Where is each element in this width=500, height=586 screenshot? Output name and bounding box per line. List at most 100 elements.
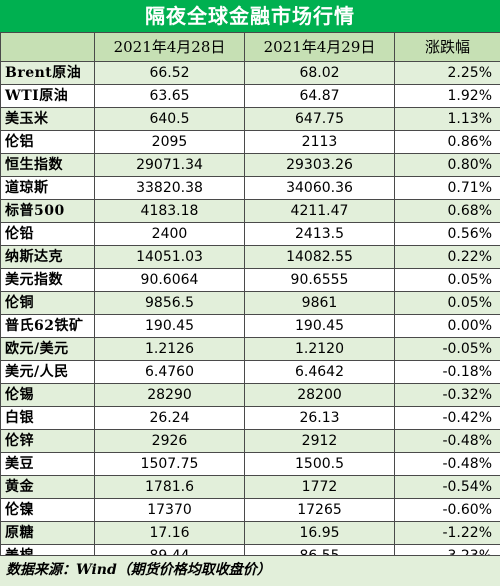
row-change-cell: -1.22% bbox=[394, 521, 500, 545]
row-name-cell: 美元指数 bbox=[0, 268, 95, 292]
row-date2-cell: 90.6555 bbox=[244, 268, 395, 292]
row-name-cell: 白银 bbox=[0, 406, 95, 430]
table-row: 道琼斯 33820.38 34060.36 0.71% bbox=[0, 176, 500, 200]
row-name-cell: 原糖 bbox=[0, 521, 95, 545]
row-date1-cell: 2926 bbox=[94, 429, 245, 453]
row-date2-cell: 4211.47 bbox=[244, 199, 395, 223]
row-date1-cell: 28290 bbox=[94, 383, 245, 407]
row-date2-cell: 2413.5 bbox=[244, 222, 395, 246]
table-row: 普氏62铁矿 190.45 190.45 0.00% bbox=[0, 314, 500, 338]
row-name-cell: 美豆 bbox=[0, 452, 95, 476]
table-row: 标普500 4183.18 4211.47 0.68% bbox=[0, 199, 500, 223]
row-date2-cell: 17265 bbox=[244, 498, 395, 522]
table-row: 美玉米 640.5 647.75 1.13% bbox=[0, 107, 500, 131]
row-name-cell: Brent原油 bbox=[0, 61, 95, 85]
row-name-cell: 伦铅 bbox=[0, 222, 95, 246]
row-date2-cell: 64.87 bbox=[244, 84, 395, 108]
table-row: 原糖 17.16 16.95 -1.22% bbox=[0, 521, 500, 545]
row-date1-cell: 33820.38 bbox=[94, 176, 245, 200]
row-change-cell: 0.80% bbox=[394, 153, 500, 177]
row-name-cell: 标普500 bbox=[0, 199, 95, 223]
row-date2-cell: 29303.26 bbox=[244, 153, 395, 177]
row-date1-cell: 90.6064 bbox=[94, 268, 245, 292]
table-body: Brent原油 66.52 68.02 2.25% WTI原油 63.65 64.87 1.9… bbox=[0, 61, 500, 568]
row-date1-cell: 1781.6 bbox=[94, 475, 245, 499]
table-row: 伦锌 2926 2912 -0.48% bbox=[0, 429, 500, 453]
row-change-cell: -0.60% bbox=[394, 498, 500, 522]
table-row: 伦铅 2400 2413.5 0.56% bbox=[0, 222, 500, 246]
table-title: 隔夜全球金融市场行情 bbox=[0, 0, 500, 32]
header-row: 2021年4月28日 2021年4月29日 涨跌幅 bbox=[0, 32, 500, 62]
row-name-cell: 恒生指数 bbox=[0, 153, 95, 177]
row-date1-cell: 1.2126 bbox=[94, 337, 245, 361]
source-note: 数据来源：Wind（期货价格均取收盘价） bbox=[0, 555, 500, 586]
row-date2-cell: 1500.5 bbox=[244, 452, 395, 476]
row-change-cell: 0.68% bbox=[394, 199, 500, 223]
row-date2-cell: 1.2120 bbox=[244, 337, 395, 361]
table-row: 伦镍 17370 17265 -0.60% bbox=[0, 498, 500, 522]
row-change-cell: -0.42% bbox=[394, 406, 500, 430]
row-name-cell: 伦锌 bbox=[0, 429, 95, 453]
row-name-cell: 美玉米 bbox=[0, 107, 95, 131]
table-row: 恒生指数 29071.34 29303.26 0.80% bbox=[0, 153, 500, 177]
row-name-cell: 道琼斯 bbox=[0, 176, 95, 200]
row-date1-cell: 63.65 bbox=[94, 84, 245, 108]
table-row: 欧元/美元 1.2126 1.2120 -0.05% bbox=[0, 337, 500, 361]
row-date2-cell: 34060.36 bbox=[244, 176, 395, 200]
row-change-cell: 0.71% bbox=[394, 176, 500, 200]
row-date1-cell: 1507.75 bbox=[94, 452, 245, 476]
table-row: 伦铜 9856.5 9861 0.05% bbox=[0, 291, 500, 315]
row-date1-cell: 6.4760 bbox=[94, 360, 245, 384]
row-date1-cell: 29071.34 bbox=[94, 153, 245, 177]
row-name-cell: 纳斯达克 bbox=[0, 245, 95, 269]
table-row: 美元指数 90.6064 90.6555 0.05% bbox=[0, 268, 500, 292]
row-change-cell: 1.92% bbox=[394, 84, 500, 108]
row-change-cell: 0.86% bbox=[394, 130, 500, 154]
row-change-cell: 2.25% bbox=[394, 61, 500, 85]
row-change-cell: 0.05% bbox=[394, 268, 500, 292]
row-date2-cell: 190.45 bbox=[244, 314, 395, 338]
row-date1-cell: 14051.03 bbox=[94, 245, 245, 269]
row-change-cell: -0.32% bbox=[394, 383, 500, 407]
header-cell-date1: 2021年4月28日 bbox=[94, 32, 245, 62]
row-date2-cell: 6.4642 bbox=[244, 360, 395, 384]
row-change-cell: -0.05% bbox=[394, 337, 500, 361]
row-change-cell: 0.56% bbox=[394, 222, 500, 246]
row-date2-cell: 26.13 bbox=[244, 406, 395, 430]
row-date1-cell: 66.52 bbox=[94, 61, 245, 85]
row-date1-cell: 17.16 bbox=[94, 521, 245, 545]
row-change-cell: -0.18% bbox=[394, 360, 500, 384]
row-date1-cell: 2095 bbox=[94, 130, 245, 154]
row-change-cell: -0.48% bbox=[394, 429, 500, 453]
row-name-cell: 伦锡 bbox=[0, 383, 95, 407]
row-date1-cell: 4183.18 bbox=[94, 199, 245, 223]
table-row: 美豆 1507.75 1500.5 -0.48% bbox=[0, 452, 500, 476]
table-row: 白银 26.24 26.13 -0.42% bbox=[0, 406, 500, 430]
table-row: 纳斯达克 14051.03 14082.55 0.22% bbox=[0, 245, 500, 269]
row-name-cell: 伦铝 bbox=[0, 130, 95, 154]
table-row: 伦锡 28290 28200 -0.32% bbox=[0, 383, 500, 407]
row-name-cell: 普氏62铁矿 bbox=[0, 314, 95, 338]
header-cell-date2: 2021年4月29日 bbox=[244, 32, 395, 62]
row-date2-cell: 68.02 bbox=[244, 61, 395, 85]
row-date2-cell: 14082.55 bbox=[244, 245, 395, 269]
row-date2-cell: 28200 bbox=[244, 383, 395, 407]
row-date2-cell: 647.75 bbox=[244, 107, 395, 131]
row-date1-cell: 640.5 bbox=[94, 107, 245, 131]
header-cell-change: 涨跌幅 bbox=[394, 32, 500, 62]
table-row: 黄金 1781.6 1772 -0.54% bbox=[0, 475, 500, 499]
row-date1-cell: 2400 bbox=[94, 222, 245, 246]
row-date2-cell: 2912 bbox=[244, 429, 395, 453]
row-change-cell: 0.00% bbox=[394, 314, 500, 338]
table-row: 伦铝 2095 2113 0.86% bbox=[0, 130, 500, 154]
row-change-cell: -0.54% bbox=[394, 475, 500, 499]
row-name-cell: 美元/人民 bbox=[0, 360, 95, 384]
row-date2-cell: 1772 bbox=[244, 475, 395, 499]
market-table: 2021年4月28日 2021年4月29日 涨跌幅 Brent原油 66.52 68… bbox=[0, 32, 500, 568]
row-change-cell: 0.05% bbox=[394, 291, 500, 315]
row-date1-cell: 17370 bbox=[94, 498, 245, 522]
row-name-cell: 欧元/美元 bbox=[0, 337, 95, 361]
row-name-cell: WTI原油 bbox=[0, 84, 95, 108]
row-name-cell: 黄金 bbox=[0, 475, 95, 499]
